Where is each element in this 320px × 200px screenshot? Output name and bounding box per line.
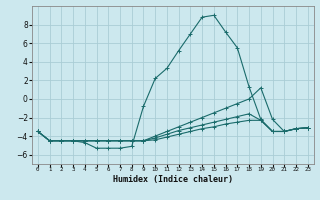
X-axis label: Humidex (Indice chaleur): Humidex (Indice chaleur) [113,175,233,184]
